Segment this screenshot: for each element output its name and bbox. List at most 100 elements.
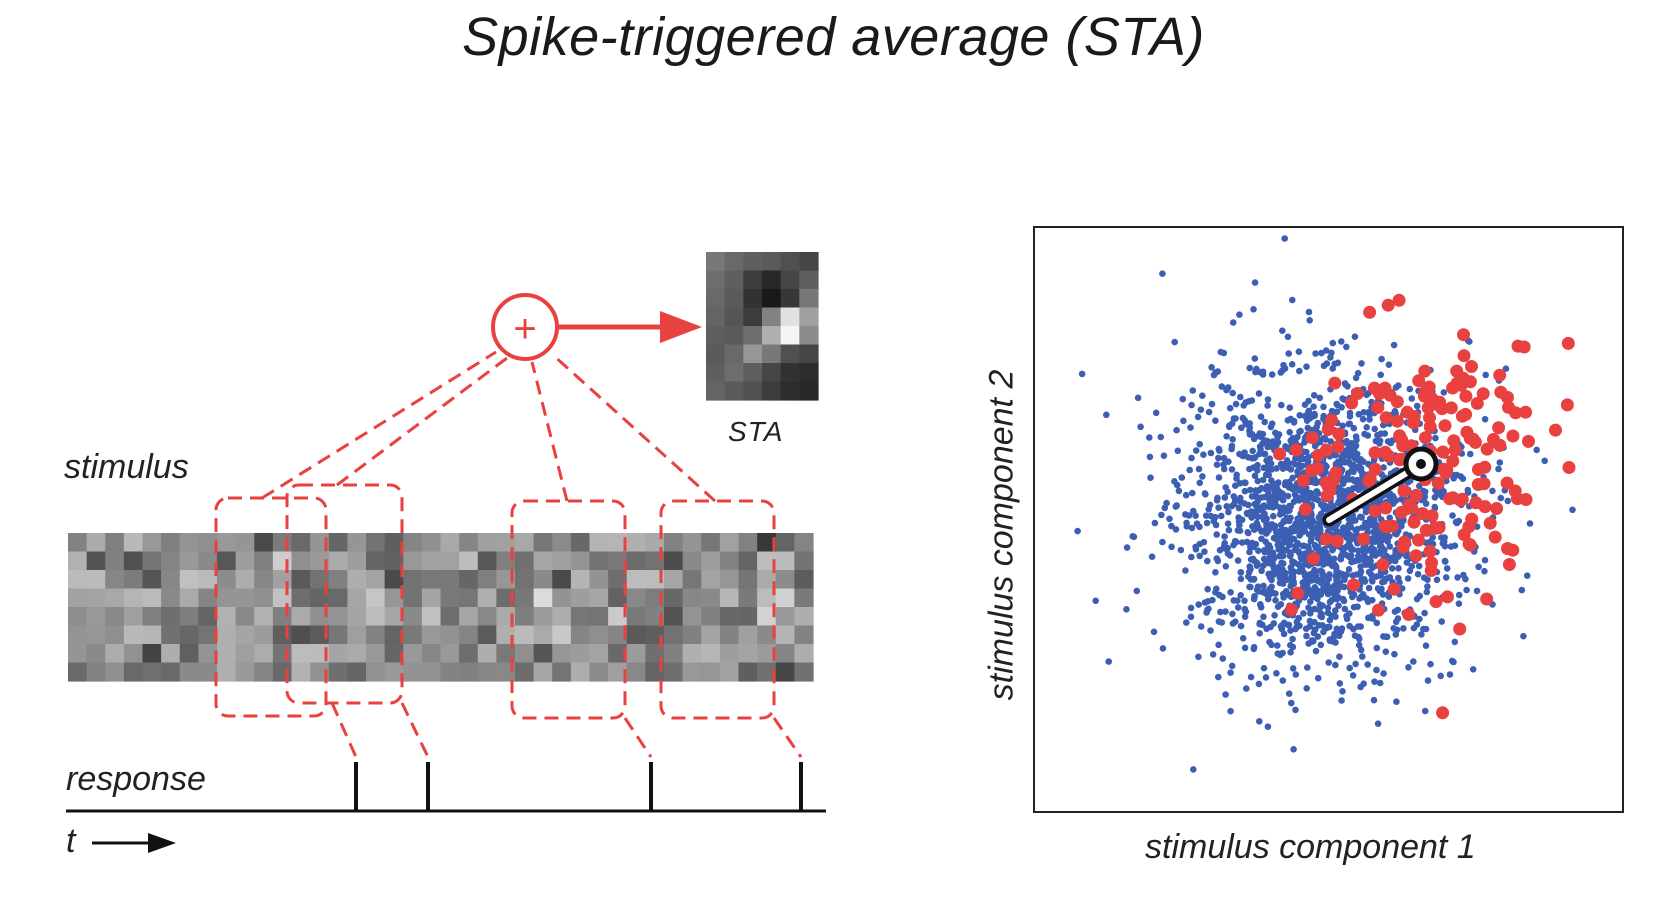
stimulus-pixel [626, 644, 646, 664]
raw-stimulus-dot [1340, 583, 1348, 591]
spike-triggered-dot [1376, 558, 1390, 572]
stimulus-pixel [86, 551, 106, 571]
raw-stimulus-dot [1466, 338, 1473, 345]
raw-stimulus-dot [1311, 618, 1318, 626]
raw-stimulus-dot [1190, 766, 1197, 773]
raw-stimulus-dot [1502, 365, 1510, 373]
raw-stimulus-dot [1437, 672, 1444, 680]
spike-triggered-dot [1356, 532, 1370, 546]
raw-stimulus-dot [1384, 438, 1392, 445]
raw-stimulus-dot [1281, 365, 1289, 372]
stimulus-pixel [384, 588, 404, 608]
raw-stimulus-dot [1250, 643, 1258, 651]
stimulus-pixel [775, 551, 795, 571]
spike-triggered-dot [1367, 381, 1381, 395]
sta-pixel [762, 344, 782, 364]
spike-triggered-dot [1431, 476, 1445, 490]
raw-stimulus-dot [1273, 529, 1280, 536]
stimulus-pixel [570, 588, 591, 608]
stimulus-pixel [421, 551, 442, 571]
raw-stimulus-dot [1253, 523, 1260, 530]
raw-stimulus-dot [1262, 530, 1270, 537]
stimulus-pixel [608, 625, 628, 645]
raw-stimulus-dot [1183, 523, 1191, 530]
raw-stimulus-dot [1237, 622, 1245, 630]
sta-vector-tip-center [1416, 459, 1426, 469]
raw-stimulus-dot [1339, 688, 1346, 695]
raw-stimulus-dot [1275, 546, 1282, 553]
stimulus-pixel [515, 662, 535, 682]
stimulus-pixel [701, 570, 721, 590]
stimulus-pixel [86, 588, 106, 608]
raw-stimulus-dot [1347, 552, 1355, 559]
raw-stimulus-dot [1246, 431, 1254, 438]
raw-stimulus-dot [1325, 575, 1332, 583]
stimulus-pixel [235, 662, 255, 682]
raw-stimulus-dot [1424, 576, 1431, 583]
raw-stimulus-dot [1221, 494, 1229, 501]
stimulus-pixel [477, 662, 497, 682]
spike-triggered-dot [1500, 476, 1514, 490]
stimulus-pixel [757, 607, 777, 627]
raw-stimulus-dot [1403, 559, 1411, 566]
raw-stimulus-dot [1304, 582, 1311, 589]
raw-stimulus-dot [1361, 430, 1368, 438]
stimulus-pixel [477, 551, 497, 571]
raw-stimulus-dot [1453, 471, 1461, 479]
raw-stimulus-dot [1276, 504, 1283, 511]
raw-stimulus-dot [1291, 546, 1299, 554]
stimulus-pixel [552, 644, 572, 664]
spike-triggered-dot [1382, 449, 1396, 463]
sta-pixel [762, 363, 782, 383]
spike-triggered-dot [1446, 454, 1460, 468]
stimulus-pixel [179, 570, 199, 590]
stimulus-pixel [775, 533, 795, 553]
raw-stimulus-dot [1212, 569, 1219, 576]
raw-stimulus-dot [1353, 450, 1361, 458]
spike-triggered-dot [1423, 544, 1437, 558]
raw-stimulus-dot [1316, 394, 1324, 402]
spike-triggered-dot [1409, 488, 1423, 502]
raw-stimulus-dot [1380, 534, 1388, 542]
stimulus-pixel [459, 570, 479, 590]
raw-stimulus-dot [1372, 552, 1379, 559]
raw-stimulus-dot [1351, 333, 1359, 341]
raw-stimulus-dot [1206, 501, 1214, 509]
stimulus-pixel [272, 644, 293, 664]
raw-stimulus-dot [1161, 504, 1169, 512]
spike-triggered-dot [1469, 496, 1483, 510]
raw-stimulus-dot [1481, 556, 1489, 564]
raw-stimulus-dot [1215, 474, 1223, 481]
stimulus-pixel [533, 662, 553, 682]
raw-stimulus-dot [1526, 520, 1534, 527]
raw-stimulus-dot [1228, 662, 1236, 670]
stimulus-pixel [347, 625, 367, 645]
spike-connector-1 [330, 702, 358, 758]
raw-stimulus-dot [1382, 648, 1390, 655]
raw-stimulus-dot [1259, 476, 1267, 484]
raw-stimulus-dot [1314, 595, 1321, 603]
sum-line-3 [530, 361, 569, 502]
sta-pixel [762, 252, 782, 272]
raw-stimulus-dot [1269, 504, 1277, 511]
raw-stimulus-dot [1386, 543, 1394, 550]
raw-stimulus-dot [1287, 649, 1294, 656]
spike-triggered-dot [1494, 385, 1508, 399]
raw-stimulus-dot [1392, 384, 1400, 391]
stimulus-pixel [794, 644, 814, 664]
stimulus-pixel [123, 644, 144, 664]
raw-stimulus-dot [1403, 552, 1410, 560]
raw-stimulus-dot [1186, 466, 1193, 474]
stimulus-pixel [272, 570, 293, 590]
stimulus-pixel [272, 625, 293, 645]
stimulus-pixel [570, 551, 591, 571]
stimulus-pixel [142, 607, 162, 627]
raw-stimulus-dot [1279, 649, 1286, 657]
raw-stimulus-dot [1393, 698, 1400, 705]
raw-stimulus-dot [1308, 518, 1316, 526]
stimulus-pixel [533, 551, 553, 571]
stimulus-pixel [403, 570, 423, 590]
spike-triggered-dot [1561, 336, 1575, 350]
raw-stimulus-dot [1264, 723, 1272, 730]
spike-triggered-dot [1418, 364, 1432, 378]
